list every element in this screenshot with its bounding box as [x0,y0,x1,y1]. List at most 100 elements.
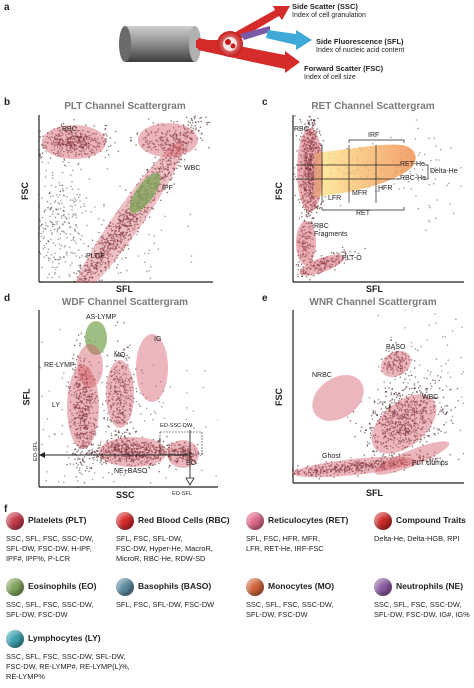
ret-cell-icon [246,512,264,530]
panel-e-ylabel: FSC [274,388,284,406]
mo-param-line: SSC, SFL, FSC, SSC-DW, [246,600,334,609]
panel-c-letter: c [262,97,268,108]
panel-c-title: RET Channel Scattergram [311,101,435,112]
rbc-cell-name: Red Blood Cells (RBC) [138,515,230,525]
ne-param-line: SSC, SFL, FSC, SSC-DW, [374,600,462,609]
ct-cell-params: Delta-He, Delta-HGB, RPI [374,534,459,544]
baso-gate [380,350,412,378]
label-ly: LY [52,402,61,409]
mo-cell-params: SSC, SFL, FSC, SSC-DW, SFL-DW, FSC-DW [246,600,333,620]
rbc-gate [42,125,106,159]
label-eo-ssc-dw: EO-SSC-DW [160,423,193,429]
label-rbc: RBC [62,126,77,133]
panel-d-title: WDF Channel Scattergram [61,297,189,308]
rbc-fragments-gate [296,221,316,265]
panel-d-ylabel: SFL [21,388,32,406]
sfl-arrow-icon [266,30,312,50]
ghost-gate [292,456,416,478]
baso-cell-params: SFL, FSC, SFL-DW, FSC-DW [116,600,214,610]
panel-e-xlabel: SFL [366,488,383,498]
panel-d-letter: d [4,293,11,304]
flow-cell-illustration [119,6,312,73]
panel-b-letter: b [4,97,11,108]
panel-b-title: PLT Channel Scattergram [64,101,186,112]
ly-cell-icon [6,630,24,648]
label-as-lymp: AS-LYMP [86,314,117,321]
label-ghost: Ghost [322,453,341,460]
label-rbc-fragments-1: RBC [314,223,329,230]
fsc-description: Index of cell size [304,74,356,81]
panel-c-ylabel: FSC [274,182,284,200]
ret-region [314,144,416,197]
mo-param-line: SFL-DW, FSC-DW [246,610,308,619]
ly-param-line: RE-LYMP% [6,672,45,681]
ssc-annotation: Side Scatter (SSC) [292,2,358,11]
baso-cell-icon [116,578,134,596]
plt-scatter-plot [4,47,245,385]
panel-c-xlabel: SFL [366,284,383,294]
mo-cell-name: Monocytes (MO) [268,581,335,591]
laser-tube-icon [119,26,201,62]
panel-b-xlabel: SFL [116,284,133,294]
plt-param-line: IPF#, IPF%, P-LCR [6,554,71,563]
plt-cell-icon [6,512,24,530]
plt-cell-name: Platelets (PLT) [28,515,87,525]
ne-cell-icon [374,578,392,596]
ne-baso-gate [99,437,167,467]
ret-param-line: SFL, FSC, HFR, MFR, [246,534,320,543]
ssc-arrow-icon [232,6,290,40]
ne-param-line: SFL-DW, FSC-DW, IG#, IG% [374,610,470,619]
label-irf: IRF [368,132,380,139]
label-rbc-fragments-2: Fragments [314,231,348,238]
ne-cell-params: SSC, SFL, FSC, SSC-DW, SFL-DW, FSC-DW, IG… [374,600,470,620]
wbc-gate [138,123,198,157]
label-nrbc: NRBC [312,372,332,379]
relymp-gate [77,344,103,388]
label-re-lymp: RE-LYMP [44,362,75,369]
label-pltf: PLT-F [86,253,105,260]
baso-param-line: SFL, FSC, SFL-DW, FSC-DW [116,600,215,609]
ret-cell-name: Reticulocytes (RET) [268,515,349,525]
panel-b-ylabel: FSC [20,182,30,200]
label-wbc: WBC [184,165,201,172]
ly-param-line: FSC-DW, RE-LYMP#, RE-LYMP(L)%, [6,662,130,671]
ly-param-line: SSC, SFL, FSC, SSC-DW, SFL-DW, [6,652,126,661]
mo-gate [106,360,134,428]
fsc-annotation: Forward Scatter (FSC) [304,64,384,73]
ct-cell-icon [374,512,392,530]
wbc-gate [371,394,437,454]
label-hfr: HFR [378,185,393,192]
label-delta-he: Delta-He [430,168,458,175]
label-ret-he: RET-He [400,161,425,168]
label-ret: RET [356,210,370,217]
rbc-param-line: FSC-DW, Hyper-He, MacroR, [116,544,213,553]
panel-f-letter: f [4,504,8,515]
aslymp-gate [85,321,107,355]
ne-cell-name: Neutrophils (NE) [396,581,464,591]
plt-clumps-gate [374,441,450,475]
ret-cell-params: SFL, FSC, HFR, MFR, LFR, RET-He, IRF-FSC [246,534,324,554]
label-mo: MO [114,352,126,359]
wnr-scatter-plot [206,278,474,506]
plt-param-line: SFL-DW, FSC-DW, H-IPF, [6,544,92,553]
label-ig: IG [154,336,162,343]
label-plt-o: PLT-O [342,255,362,262]
plto-gate [299,254,345,276]
panel-e-letter: e [262,293,268,304]
sfl-description: Index of nucleic acid content [316,47,405,54]
eo-param-line: SSC, SFL, FSC, SSC-DW, [6,600,94,609]
ret-scattergram: RBC IRF RET-He RBC-He Delta-He LFR MFR H… [241,85,474,283]
ly-cell-params: SSC, SFL, FSC, SSC-DW, SFL-DW, FSC-DW, RE… [6,652,130,682]
label-baso: BASO [386,344,406,351]
label-ne-baso: NE+BASO [114,468,148,475]
label-ipf: IPF [162,185,173,192]
label-lfr: LFR [328,195,342,202]
ct-cell-name: Compound Traits [396,515,466,525]
plt-param-line: SSC, SFL, FSC, SSC-DW, [6,534,94,543]
label-rbc: RBC [294,126,309,133]
label-eo-sfl-y: EO-SFL [32,441,39,461]
wdf-scattergram: AS-LYMP RE-LYMP MO IG LY NE+BASO EO EO-S… [12,301,272,529]
ly-gate [67,365,99,449]
ct-param-line: Delta-He, Delta-HGB, RPI [374,534,460,543]
sfl-annotation: Side Fluorescence (SFL) [316,37,404,46]
